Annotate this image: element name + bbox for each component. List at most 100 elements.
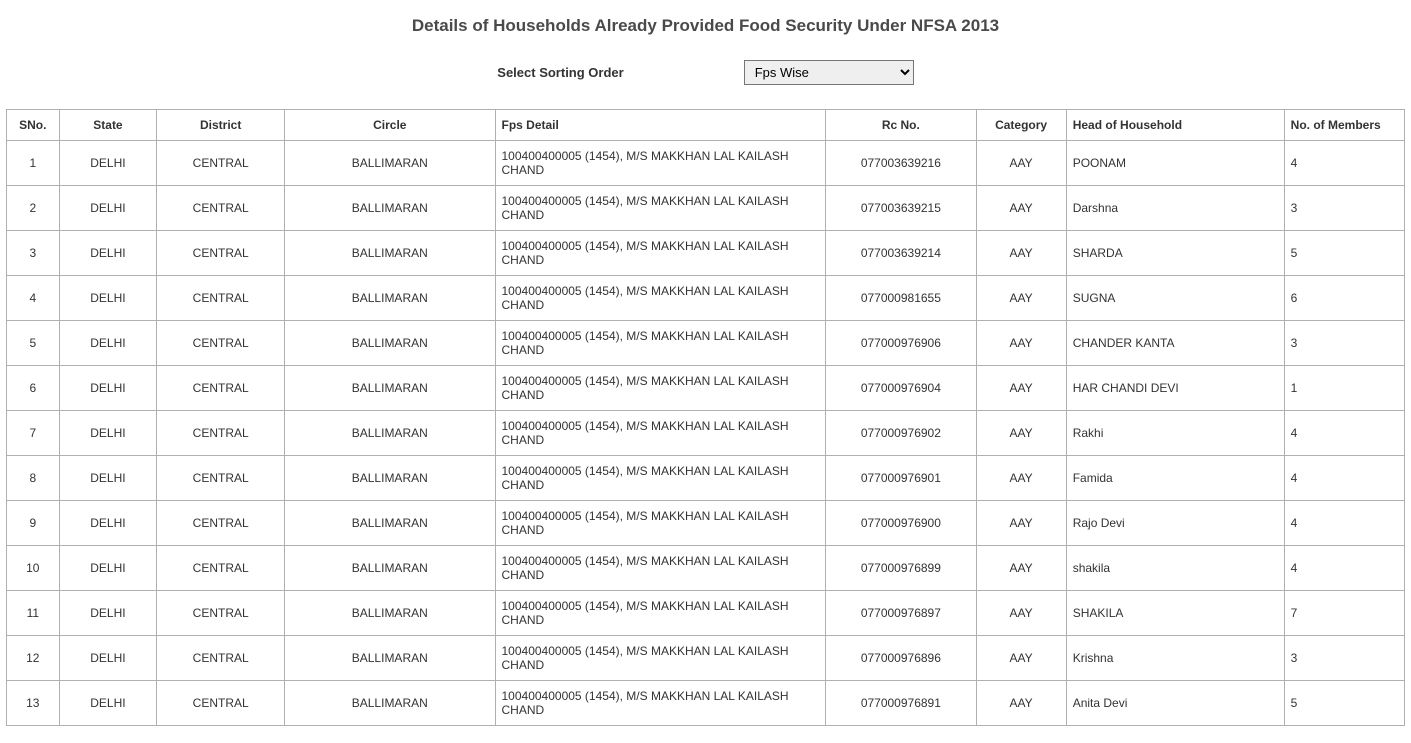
table-cell: AAY: [976, 411, 1066, 456]
column-header: No. of Members: [1284, 110, 1404, 141]
table-cell: 4: [1284, 141, 1404, 186]
table-cell: CENTRAL: [157, 546, 285, 591]
column-header: State: [59, 110, 157, 141]
table-cell: AAY: [976, 186, 1066, 231]
table-cell: 077000976897: [826, 591, 976, 636]
table-cell: BALLIMARAN: [285, 681, 495, 726]
table-cell: BALLIMARAN: [285, 456, 495, 501]
table-cell: AAY: [976, 231, 1066, 276]
table-cell: BALLIMARAN: [285, 636, 495, 681]
table-cell: AAY: [976, 321, 1066, 366]
table-cell: BALLIMARAN: [285, 276, 495, 321]
column-header: Fps Detail: [495, 110, 826, 141]
table-cell: BALLIMARAN: [285, 366, 495, 411]
table-cell: CHANDER KANTA: [1066, 321, 1284, 366]
table-cell: 2: [7, 186, 60, 231]
table-cell: 4: [1284, 501, 1404, 546]
table-header: SNo.StateDistrictCircleFps DetailRc No.C…: [7, 110, 1405, 141]
table-cell: 7: [1284, 591, 1404, 636]
table-cell: 5: [7, 321, 60, 366]
table-row: 10DELHICENTRALBALLIMARAN100400400005 (14…: [7, 546, 1405, 591]
table-cell: 4: [1284, 411, 1404, 456]
column-header: Category: [976, 110, 1066, 141]
table-cell: 100400400005 (1454), M/S MAKKHAN LAL KAI…: [495, 636, 826, 681]
table-row: 4DELHICENTRALBALLIMARAN100400400005 (145…: [7, 276, 1405, 321]
column-header: Rc No.: [826, 110, 976, 141]
column-header: SNo.: [7, 110, 60, 141]
table-cell: AAY: [976, 681, 1066, 726]
table-row: 11DELHICENTRALBALLIMARAN100400400005 (14…: [7, 591, 1405, 636]
table-cell: 077000976906: [826, 321, 976, 366]
table-cell: Famida: [1066, 456, 1284, 501]
table-cell: AAY: [976, 276, 1066, 321]
table-cell: 4: [1284, 456, 1404, 501]
table-cell: DELHI: [59, 591, 157, 636]
table-cell: 100400400005 (1454), M/S MAKKHAN LAL KAI…: [495, 141, 826, 186]
table-cell: DELHI: [59, 321, 157, 366]
table-cell: BALLIMARAN: [285, 546, 495, 591]
table-cell: DELHI: [59, 411, 157, 456]
table-cell: DELHI: [59, 501, 157, 546]
table-cell: 12: [7, 636, 60, 681]
column-header: Head of Household: [1066, 110, 1284, 141]
table-cell: 100400400005 (1454), M/S MAKKHAN LAL KAI…: [495, 366, 826, 411]
table-cell: CENTRAL: [157, 141, 285, 186]
table-cell: CENTRAL: [157, 681, 285, 726]
table-cell: DELHI: [59, 546, 157, 591]
households-table: SNo.StateDistrictCircleFps DetailRc No.C…: [6, 109, 1405, 726]
table-cell: CENTRAL: [157, 591, 285, 636]
table-cell: SUGNA: [1066, 276, 1284, 321]
table-cell: CENTRAL: [157, 636, 285, 681]
table-cell: BALLIMARAN: [285, 591, 495, 636]
table-cell: CENTRAL: [157, 231, 285, 276]
table-cell: 077000981655: [826, 276, 976, 321]
table-cell: 100400400005 (1454), M/S MAKKHAN LAL KAI…: [495, 591, 826, 636]
table-cell: AAY: [976, 501, 1066, 546]
table-cell: AAY: [976, 366, 1066, 411]
table-cell: 1: [7, 141, 60, 186]
table-cell: 077003639214: [826, 231, 976, 276]
table-row: 3DELHICENTRALBALLIMARAN100400400005 (145…: [7, 231, 1405, 276]
table-cell: DELHI: [59, 276, 157, 321]
table-cell: BALLIMARAN: [285, 411, 495, 456]
table-row: 7DELHICENTRALBALLIMARAN100400400005 (145…: [7, 411, 1405, 456]
table-cell: 3: [7, 231, 60, 276]
column-header: District: [157, 110, 285, 141]
table-cell: Anita Devi: [1066, 681, 1284, 726]
table-cell: CENTRAL: [157, 276, 285, 321]
table-cell: DELHI: [59, 456, 157, 501]
table-row: 5DELHICENTRALBALLIMARAN100400400005 (145…: [7, 321, 1405, 366]
table-cell: CENTRAL: [157, 366, 285, 411]
table-cell: CENTRAL: [157, 411, 285, 456]
page-title: Details of Households Already Provided F…: [6, 16, 1405, 36]
table-cell: 100400400005 (1454), M/S MAKKHAN LAL KAI…: [495, 411, 826, 456]
table-cell: BALLIMARAN: [285, 501, 495, 546]
table-cell: 11: [7, 591, 60, 636]
table-body: 1DELHICENTRALBALLIMARAN100400400005 (145…: [7, 141, 1405, 726]
table-cell: BALLIMARAN: [285, 186, 495, 231]
table-row: 9DELHICENTRALBALLIMARAN100400400005 (145…: [7, 501, 1405, 546]
table-cell: CENTRAL: [157, 186, 285, 231]
table-cell: 100400400005 (1454), M/S MAKKHAN LAL KAI…: [495, 321, 826, 366]
table-cell: CENTRAL: [157, 456, 285, 501]
table-cell: 3: [1284, 321, 1404, 366]
table-cell: DELHI: [59, 186, 157, 231]
column-header: Circle: [285, 110, 495, 141]
table-cell: POONAM: [1066, 141, 1284, 186]
table-cell: 077003639216: [826, 141, 976, 186]
table-cell: 10: [7, 546, 60, 591]
sort-order-select[interactable]: Fps Wise: [744, 60, 914, 85]
table-cell: DELHI: [59, 366, 157, 411]
table-row: 13DELHICENTRALBALLIMARAN100400400005 (14…: [7, 681, 1405, 726]
table-cell: 6: [1284, 276, 1404, 321]
table-cell: Darshna: [1066, 186, 1284, 231]
table-cell: 077000976891: [826, 681, 976, 726]
table-cell: 4: [1284, 546, 1404, 591]
table-cell: 077000976902: [826, 411, 976, 456]
table-cell: AAY: [976, 636, 1066, 681]
table-cell: 9: [7, 501, 60, 546]
table-cell: CENTRAL: [157, 501, 285, 546]
table-header-row: SNo.StateDistrictCircleFps DetailRc No.C…: [7, 110, 1405, 141]
sort-label: Select Sorting Order: [497, 65, 623, 80]
table-cell: 3: [1284, 186, 1404, 231]
